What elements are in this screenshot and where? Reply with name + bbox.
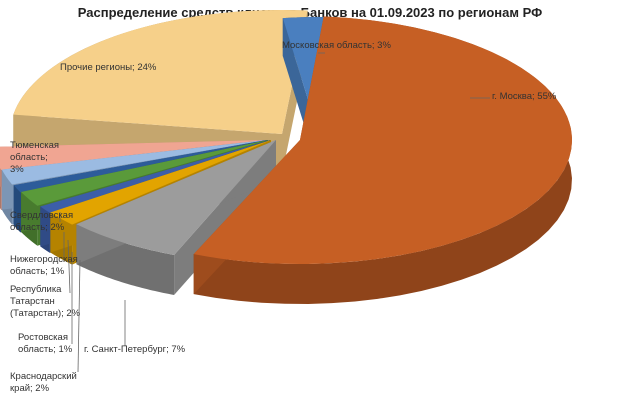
slice-label-sverdlovsk: Свердловская область; 2% bbox=[10, 210, 73, 233]
slice-moscow bbox=[193, 16, 572, 304]
slice-label-line: область; 1% bbox=[18, 344, 73, 355]
slice-label-line: область; 1% bbox=[10, 266, 65, 277]
chart-title: Распределение средств клиентов Банков на… bbox=[78, 5, 542, 20]
leader-line-krasnodar bbox=[77, 259, 81, 373]
slice-label-line: Тюменская bbox=[10, 140, 59, 151]
slice-label-line: область; 2% bbox=[10, 222, 65, 233]
slice-label-moscow: г. Москва; 55% bbox=[492, 91, 557, 102]
slice-top-other bbox=[13, 10, 308, 134]
slice-top-krasnodar bbox=[50, 140, 271, 225]
slice-label-moscow_oblast: Московская область; 3% bbox=[282, 40, 391, 51]
slice-top-tatarstan bbox=[21, 140, 268, 206]
slice-label-line: г. Санкт-Петербург; 7% bbox=[84, 344, 186, 355]
slice-labels: Московская область; 3% г. Москва; 55% г. С… bbox=[10, 40, 557, 394]
pie-slices bbox=[0, 10, 572, 304]
slice-label-krasnodar: Краснодарский край; 2% bbox=[10, 371, 77, 394]
slice-label-line: Татарстан bbox=[10, 296, 55, 307]
slice-label-tyumen: Тюменская область; 3% bbox=[10, 140, 59, 175]
slice-label-spb: г. Санкт-Петербург; 7% bbox=[84, 344, 186, 355]
slice-top-sverdlovsk bbox=[1, 140, 267, 185]
slice-label-line: край; 2% bbox=[10, 383, 50, 394]
slice-label-line: Московская область; 3% bbox=[282, 40, 391, 51]
slice-label-line: 3% bbox=[10, 164, 24, 175]
slice-label-line: Свердловская bbox=[10, 210, 73, 221]
slice-label-line: Краснодарский bbox=[10, 371, 77, 382]
slice-label-nizhny: Нижегородская область; 1% bbox=[10, 254, 78, 277]
slice-label-line: Нижегородская bbox=[10, 254, 78, 265]
slice-label-line: г. Москва; 55% bbox=[492, 91, 557, 102]
slice-label-line: Ростовская bbox=[18, 332, 68, 343]
slice-side-moscow bbox=[193, 16, 572, 304]
slice-top-moscow bbox=[193, 16, 572, 264]
slice-label-other: Прочие регионы; 24% bbox=[60, 62, 157, 73]
slice-label-line: Прочие регионы; 24% bbox=[60, 62, 157, 73]
slice-label-tatarstan: Республика Татарстан (Татарстан); 2% bbox=[10, 284, 81, 319]
slice-top-rostov bbox=[40, 140, 270, 213]
slice-top-nizhny bbox=[13, 140, 267, 193]
slice-label-line: область; bbox=[10, 152, 48, 163]
slice-label-line: Республика bbox=[10, 284, 62, 295]
slice-top-spb bbox=[76, 140, 276, 255]
slice-label-line: (Татарстан); 2% bbox=[10, 308, 81, 319]
leader-line-tatarstan bbox=[67, 239, 71, 294]
slice-label-rostov: Ростовская область; 1% bbox=[18, 332, 73, 355]
